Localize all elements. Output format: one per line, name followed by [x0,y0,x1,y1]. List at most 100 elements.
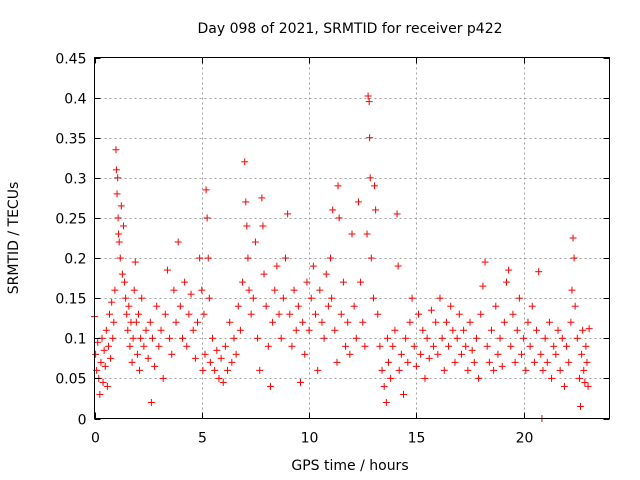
data-point [327,254,335,262]
data-point [112,146,120,154]
data-point [112,166,120,174]
data-point [457,350,465,358]
data-point [518,350,526,358]
x-tick-label: 5 [198,431,207,447]
data-point [585,325,593,333]
data-point [578,350,586,358]
data-point [550,342,558,350]
data-point [94,338,102,346]
data-point [279,294,287,302]
data-point [266,382,274,390]
data-point [583,358,591,366]
data-point [503,278,510,286]
data-point [334,182,342,190]
data-point [472,334,480,342]
data-point [178,334,186,342]
data-point [264,342,272,350]
data-point [344,318,352,326]
data-point [200,310,208,318]
data-point [239,278,247,286]
x-axis-label: GPS time / hours [291,458,408,474]
data-point [447,302,455,310]
x-tick-label: 15 [408,431,426,447]
data-point [199,366,207,374]
data-point [245,286,253,294]
data-point [417,350,425,358]
data-point [226,318,234,326]
data-point [423,334,431,342]
data-point [249,294,257,302]
data-point [259,222,267,230]
data-point [159,374,167,382]
data-point [365,98,373,106]
data-point [92,350,100,358]
data-point [581,378,589,386]
data-point [312,310,320,318]
data-point [137,334,145,342]
data-point [449,326,457,334]
data-point [303,278,311,286]
data-point [378,366,386,374]
data-point [148,334,156,342]
data-point [142,326,150,334]
data-point [172,318,180,326]
data-point [366,134,374,142]
data-point [554,326,562,334]
data-point [236,326,244,334]
data-point [113,190,121,198]
data-point [247,310,255,318]
data-point [496,334,504,342]
data-point [126,342,134,350]
data-point [335,214,343,222]
data-point [138,294,146,302]
plot-frame [94,57,610,419]
data-point [500,318,508,326]
data-point [470,358,478,366]
data-point [490,366,498,374]
y-tick-label: 0.25 [55,212,86,228]
data-point [393,210,401,218]
data-point [299,318,307,326]
y-tick-label: 0.15 [55,292,86,308]
y-tick-label: 0.3 [64,172,86,188]
data-point [202,186,210,194]
data-point [430,342,438,350]
data-point [189,326,197,334]
data-point [209,334,217,342]
data-point [124,326,132,334]
data-point [570,254,578,262]
data-point [331,326,339,334]
data-point [320,334,328,342]
data-point [364,92,372,100]
data-point [118,270,126,278]
y-tick-label: 0.05 [55,372,86,388]
data-point [104,342,112,350]
data-point [316,286,324,294]
data-point [415,310,423,318]
data-point [376,342,384,350]
data-point [273,262,281,270]
data-point [318,318,326,326]
data-point [342,342,350,350]
data-point [128,358,136,366]
data-point [116,254,124,262]
data-point [391,326,399,334]
data-point [366,174,374,182]
data-point [328,294,336,302]
data-point [357,278,365,286]
data-point [243,222,251,230]
data-point [109,334,117,342]
data-point [290,286,298,294]
data-point [434,350,442,358]
data-point [511,358,519,366]
data-point [228,358,236,366]
data-point [337,310,345,318]
data-point [513,326,521,334]
data-point [151,362,159,370]
data-point [404,358,412,366]
data-point [170,286,178,294]
data-point [242,198,250,206]
data-point [258,194,266,202]
data-point [541,334,549,342]
data-point [568,286,576,294]
